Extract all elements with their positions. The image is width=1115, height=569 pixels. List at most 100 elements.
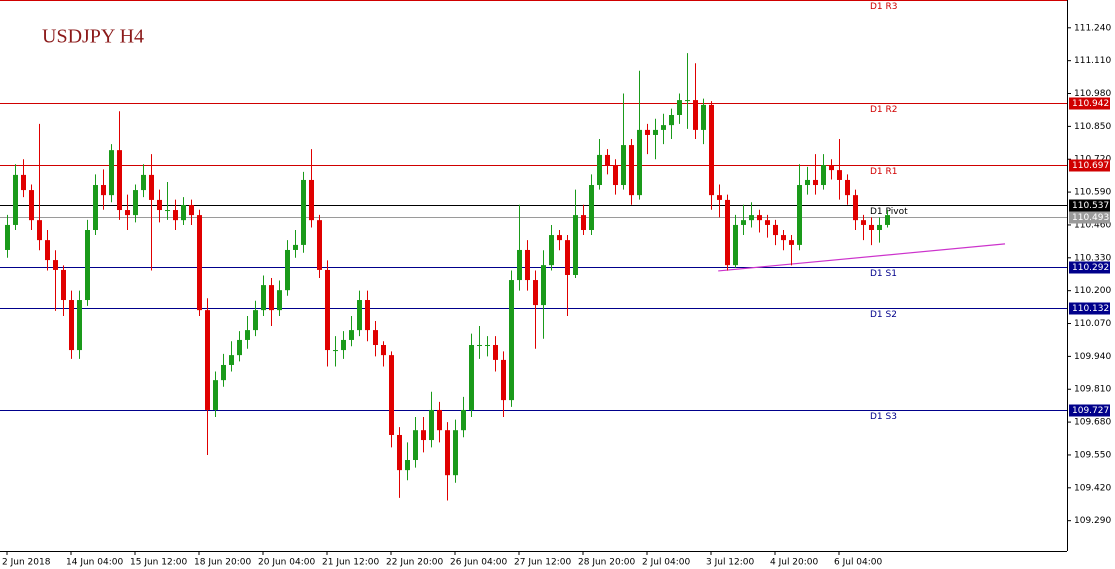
candle-body <box>525 249 530 281</box>
y-tick-label: 109.290 <box>1074 516 1111 526</box>
candle-body <box>853 195 858 221</box>
level-name: D1 S1 <box>870 269 897 279</box>
candle-body <box>261 285 266 311</box>
level-name: D1 S3 <box>870 412 897 422</box>
price-tag-label: 110.493 <box>1072 213 1109 223</box>
x-tick-label: 26 Jun 04:00 <box>450 558 507 568</box>
candle-body <box>101 185 106 196</box>
y-tick-label: 110.980 <box>1074 89 1111 99</box>
price-tag <box>1069 159 1110 172</box>
candle-body <box>269 285 274 311</box>
candle-body <box>709 104 714 196</box>
candle-body <box>125 210 130 216</box>
candle-body <box>741 220 746 225</box>
candle-body <box>237 339 242 356</box>
candle-body <box>621 145 626 186</box>
price-tag-label: 109.727 <box>1072 406 1109 416</box>
candle-body <box>845 179 850 196</box>
candle-body <box>45 240 50 261</box>
y-tick-label: 110.200 <box>1074 286 1111 296</box>
x-tick-label: 18 Jun 20:00 <box>194 558 251 568</box>
candle-body <box>253 310 258 331</box>
candle-body <box>229 355 234 365</box>
candle-body <box>141 174 146 191</box>
candle-body <box>885 215 890 225</box>
candle-body <box>437 409 442 431</box>
candle-body <box>797 185 802 245</box>
candle-body <box>837 170 842 180</box>
candle-body <box>197 215 202 311</box>
price-tag-label: 110.697 <box>1072 161 1109 171</box>
x-tick-label: 28 Jun 20:00 <box>578 558 635 568</box>
candle-body <box>469 345 474 410</box>
candle-body <box>389 355 394 435</box>
candle-body <box>765 220 770 225</box>
candle-body <box>501 359 506 401</box>
candle-body <box>133 190 138 216</box>
candle-body <box>13 174 18 225</box>
price-tag-label: 110.942 <box>1072 99 1109 109</box>
y-tick-label: 109.940 <box>1074 352 1111 362</box>
candle-body <box>725 199 730 266</box>
candle-body <box>77 300 82 351</box>
x-tick-label: 2 Jul 04:00 <box>642 558 691 568</box>
candle-body <box>85 230 90 301</box>
candle-body <box>341 339 346 351</box>
level-name: D1 R3 <box>870 2 898 12</box>
candle-body <box>541 265 546 306</box>
candle-body <box>349 330 354 340</box>
level-name: D1 S2 <box>870 310 897 320</box>
candle-body <box>429 409 434 441</box>
candle-body <box>461 409 466 431</box>
candle-body <box>773 224 778 236</box>
candle-body <box>21 174 26 191</box>
candle-body <box>29 190 34 221</box>
candle-body <box>813 179 818 186</box>
x-tick-label: 27 Jun 12:00 <box>514 558 571 568</box>
level-name: D1 Pivot <box>870 207 908 217</box>
candle-body <box>549 235 554 266</box>
candle-body <box>213 380 218 410</box>
candle-body <box>413 430 418 461</box>
level-name: D1 R2 <box>870 105 898 115</box>
candle-body <box>557 235 562 241</box>
candle-body <box>333 350 338 352</box>
candle-body <box>373 330 378 346</box>
candle-body <box>565 240 570 275</box>
price-tag-label: 110.537 <box>1072 201 1109 211</box>
candle-body <box>293 244 298 250</box>
candle-body <box>189 204 194 216</box>
candle-body <box>445 430 450 476</box>
candle-body <box>829 165 834 171</box>
candle-body <box>509 280 514 401</box>
candle-body <box>221 364 226 381</box>
price-tag <box>1069 261 1110 274</box>
candle-body <box>205 310 210 410</box>
x-tick-label: 2 Jun 2018 <box>2 558 51 568</box>
candle-body <box>53 260 58 270</box>
candle-body <box>181 204 186 221</box>
candle-body <box>93 185 98 231</box>
candle-body <box>757 215 762 221</box>
y-tick-label: 111.240 <box>1074 23 1111 33</box>
y-tick-label: 109.680 <box>1074 418 1111 428</box>
candle-body <box>317 220 322 270</box>
candle-body <box>325 269 330 351</box>
candle-body <box>533 280 538 306</box>
candle-body <box>749 215 754 221</box>
candle-body <box>877 224 882 231</box>
candle-body <box>5 224 10 250</box>
candle-body <box>821 165 826 186</box>
candle-body <box>285 249 290 291</box>
candle-body <box>157 199 162 211</box>
x-tick-label: 6 Jul 04:00 <box>834 558 883 568</box>
price-tag <box>1069 199 1110 212</box>
level-name: D1 R1 <box>870 167 898 177</box>
candle-body <box>485 345 490 347</box>
y-tick-label: 109.810 <box>1074 385 1111 395</box>
candle-body <box>493 345 498 360</box>
candle-body <box>149 174 154 200</box>
y-tick-label: 110.330 <box>1074 253 1111 263</box>
candle-body <box>653 129 658 135</box>
